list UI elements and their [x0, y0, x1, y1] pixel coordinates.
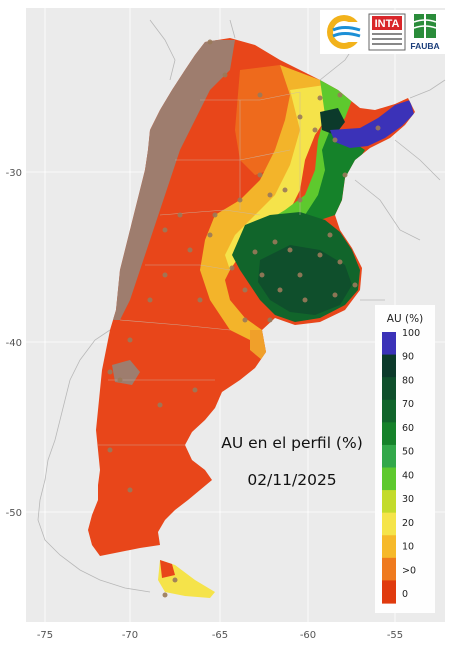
legend-colorbar	[382, 332, 396, 604]
legend: AU (%) 100 90 80 70 60 50 40 30 20 10 >0 0	[375, 305, 435, 613]
legend-swatch	[382, 512, 396, 536]
legend-tick-label: 20	[402, 518, 414, 529]
legend-tick-label: 30	[402, 494, 414, 505]
institution-circle-logo	[327, 15, 364, 49]
legend-swatch	[382, 399, 396, 423]
legend-swatch	[382, 490, 396, 514]
legend-swatch	[382, 580, 396, 604]
legend-swatch	[382, 377, 396, 401]
map-date: 02/11/2025	[247, 471, 336, 489]
legend-tick-label: 0	[402, 589, 408, 600]
legend-swatch	[382, 444, 396, 469]
y-tick-label: -30	[6, 168, 22, 179]
legend-labels: 100 90 80 70 60 50 40 30 20 10 >0 0	[402, 328, 420, 600]
x-tick-label: -70	[122, 630, 138, 641]
legend-tick-label: >0	[402, 565, 416, 576]
legend-tick-label: 50	[402, 447, 414, 458]
province-borders	[98, 91, 301, 446]
y-tick-label: -50	[6, 508, 22, 519]
logos: INTA FAUBA	[320, 10, 450, 54]
legend-title: AU (%)	[387, 313, 423, 325]
legend-tick-label: 10	[402, 542, 414, 553]
fauba-logo-text: FAUBA	[410, 41, 439, 51]
legend-tick-label: 90	[402, 352, 414, 363]
legend-tick-label: 60	[402, 423, 414, 434]
x-tick-label: -75	[37, 630, 53, 641]
inta-logo: INTA	[368, 13, 406, 51]
x-axis: -75 -70 -65 -60 -55	[37, 630, 403, 641]
legend-swatch	[382, 467, 396, 491]
legend-swatch	[382, 557, 396, 582]
legend-tick-label: 70	[402, 399, 414, 410]
fauba-logo: FAUBA	[410, 14, 440, 51]
y-tick-label: -40	[6, 338, 22, 349]
x-tick-label: -60	[300, 630, 316, 641]
station-points	[107, 39, 381, 598]
legend-tick-label: 40	[402, 470, 414, 481]
x-tick-label: -55	[387, 630, 403, 641]
x-tick-label: -65	[212, 630, 228, 641]
inta-logo-text: INTA	[375, 18, 400, 30]
legend-swatch	[382, 354, 396, 378]
legend-swatch	[382, 422, 396, 446]
legend-swatch	[382, 332, 396, 356]
y-axis: -30 -40 -50	[6, 168, 22, 519]
legend-swatch	[382, 535, 396, 559]
legend-tick-label: 100	[402, 328, 420, 339]
map-title: AU en el perfil (%)	[221, 434, 363, 452]
legend-tick-label: 80	[402, 375, 414, 386]
